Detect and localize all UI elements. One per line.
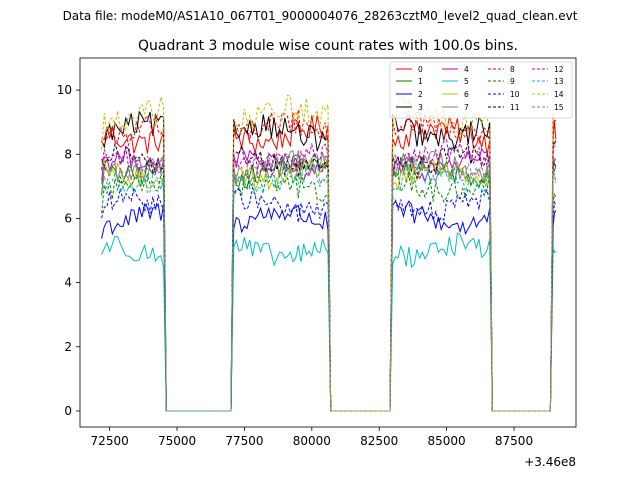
series-line-2 bbox=[101, 200, 557, 412]
series-line-8 bbox=[101, 109, 557, 412]
legend-label-7: 7 bbox=[464, 103, 469, 112]
y-tick-label: 0 bbox=[64, 404, 72, 418]
series-line-12 bbox=[101, 138, 557, 412]
legend-label-14: 14 bbox=[554, 90, 564, 99]
series-line-14 bbox=[101, 94, 557, 412]
legend-label-11: 11 bbox=[510, 103, 520, 112]
legend-label-15: 15 bbox=[554, 103, 564, 112]
legend-label-5: 5 bbox=[464, 77, 469, 86]
legend-label-10: 10 bbox=[510, 90, 520, 99]
series-line-5 bbox=[101, 232, 557, 412]
chart-title: Quadrant 3 module wise count rates with … bbox=[138, 38, 518, 54]
legend-label-3: 3 bbox=[418, 103, 423, 112]
legend-label-8: 8 bbox=[510, 65, 515, 74]
x-axis: 72500 75000 77500 80000 82500 85000 87500 bbox=[91, 427, 533, 448]
series-line-15 bbox=[101, 151, 557, 412]
y-axis: 0 2 4 6 8 10 bbox=[57, 83, 80, 418]
legend-label-0: 0 bbox=[418, 65, 423, 74]
x-tick-label: 75000 bbox=[158, 434, 196, 448]
series-line-0 bbox=[101, 115, 557, 412]
plot-frame bbox=[79, 57, 577, 428]
legend-label-9: 9 bbox=[510, 77, 515, 86]
series-layer bbox=[101, 94, 557, 412]
y-tick-label: 8 bbox=[64, 147, 72, 161]
y-tick-label: 2 bbox=[64, 340, 72, 354]
y-tick-label: 10 bbox=[57, 83, 72, 97]
legend-label-2: 2 bbox=[418, 90, 423, 99]
legend-frame bbox=[389, 61, 573, 119]
x-tick-label: 72500 bbox=[91, 434, 129, 448]
y-tick-label: 6 bbox=[64, 211, 72, 225]
legend-label-12: 12 bbox=[554, 65, 564, 74]
series-line-7 bbox=[101, 150, 557, 412]
legend-label-1: 1 bbox=[418, 77, 423, 86]
suptitle: Data file: modeM0/AS1A10_067T01_90000040… bbox=[63, 9, 578, 23]
x-tick-label: 77500 bbox=[225, 434, 263, 448]
series-line-10 bbox=[101, 186, 557, 412]
series-line-3 bbox=[101, 110, 557, 412]
y-tick-label: 4 bbox=[64, 276, 72, 290]
x-tick-label: 85000 bbox=[428, 434, 466, 448]
legend-label-4: 4 bbox=[464, 65, 469, 74]
x-offset-label: +3.46e8 bbox=[524, 455, 576, 469]
x-tick-label: 80000 bbox=[293, 434, 331, 448]
x-tick-label: 87500 bbox=[495, 434, 533, 448]
legend-label-13: 13 bbox=[554, 77, 564, 86]
series-line-9 bbox=[101, 171, 557, 412]
legend-label-6: 6 bbox=[464, 90, 469, 99]
series-line-11 bbox=[101, 142, 557, 412]
x-tick-label: 82500 bbox=[360, 434, 398, 448]
